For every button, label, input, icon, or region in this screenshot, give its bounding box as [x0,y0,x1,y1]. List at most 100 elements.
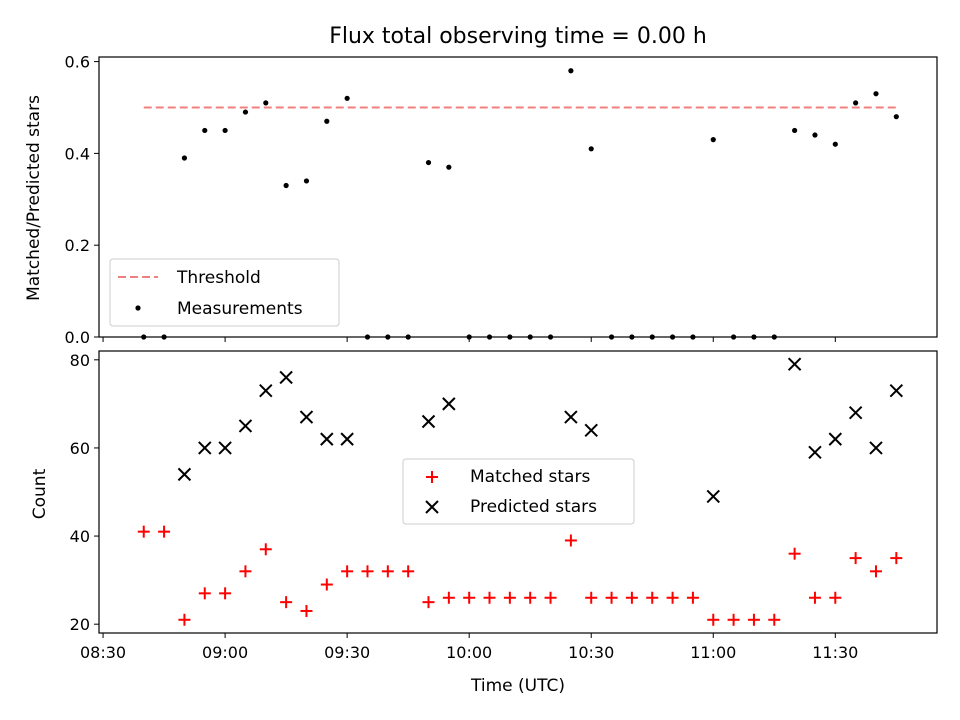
predicted-star-point [320,432,334,446]
bottom-panel: Count Time (UTC) 20 40 60 80 08:30 09:00 09:30… [30,350,938,696]
matched-star-point [727,613,740,626]
x-tick-label: 09:30 [324,643,370,662]
x-tick-label: 10:30 [568,643,614,662]
predicted-star-point-b [828,432,843,446]
x-tick-label: 08:30 [80,643,126,662]
matched-star-point [422,596,435,609]
legend-matched-label: Matched stars [470,467,590,487]
predicted-star-point [177,467,192,482]
predicted-star-point [218,441,232,455]
measurement-point [303,178,310,184]
predicted-star-point-b [259,383,273,398]
top-legend: Threshold Measurements [109,258,340,327]
matched-star-point [788,547,801,560]
measurement-point [324,118,330,124]
matched-star-point [178,613,191,626]
legend-measurements-swatch [135,305,141,311]
x-tick-label: 11:30 [812,643,858,662]
predicted-star-point-b [421,414,436,429]
predicted-star-point-b [889,383,904,398]
matched-star-point [198,587,211,600]
predicted-star-point-b [564,410,578,424]
x-axis-label: Time (UTC) [470,676,565,696]
predicted-star-point [238,419,253,433]
predicted-star-point [564,410,578,424]
measurement-point [588,146,594,152]
measurement-point [425,159,432,166]
predicted-star-point-b [848,405,863,420]
matched-star-point [564,534,577,547]
matched-star-point [381,565,394,578]
top-plot-area: 0.0 0.2 0.4 0.6 Threshold Measurements [65,53,899,347]
chart-title: Flux total observing time = 0.00 h [329,24,707,49]
matched-star-point [300,604,313,617]
matched-star-point [341,565,354,578]
matched-star-point [239,565,252,578]
bottom-y-tick-label: 40 [70,527,90,546]
predicted-star-point [421,414,436,429]
predicted-star-point [889,383,904,398]
bottom-legend-box [402,458,635,525]
top-y-tick-label: 0.4 [65,144,90,163]
top-y-tick-label: 0.2 [65,236,90,255]
predicted-star-point [340,432,354,446]
x-tick-label: 10:00 [446,643,492,662]
legend-measurements-label: Measurements [177,299,303,319]
predicted-star-point-b [299,410,314,424]
predicted-star-point [442,397,456,411]
measurement-point [568,68,574,74]
bottom-y-tick-label: 20 [70,615,90,634]
matched-star-point [442,591,455,604]
matched-star-point [707,613,720,626]
matched-star-point [768,613,781,626]
measurement-point [283,182,289,189]
bottom-y-axis-label: Count [30,468,50,519]
predicted-star-point-b [584,423,598,438]
matched-star-point [320,578,333,591]
measurement-point [893,114,899,120]
predicted-star-point [299,410,314,424]
predicted-star-point-b [177,467,192,482]
matched-star-point [605,591,618,604]
predicted-star-point-b [706,489,720,504]
bottom-legend: Matched stars Predicted stars [402,458,635,525]
matched-star-point [646,591,659,604]
matched-star-point [503,591,516,604]
predicted-star-point-b [340,432,354,446]
predicted-star-point-b [787,357,802,371]
predicted-star-point-b [808,445,822,460]
top-legend-box [109,258,340,327]
predicted-star-point-b [238,419,253,433]
matched-star-point [463,591,476,604]
measurement-point [181,155,188,161]
matched-star-point [849,552,862,565]
measurement-point [344,95,350,101]
measurement-point [792,127,798,134]
matched-star-point [524,591,537,604]
bottom-axes-frame [98,350,938,634]
predicted-star-point [848,405,863,420]
matched-star-point [219,587,232,600]
measurement-point [446,164,452,170]
predicted-star-point-b [198,441,212,455]
matched-star-point [625,591,638,604]
predicted-star-point [706,489,720,504]
top-y-tick-label: 0.6 [65,53,90,72]
measurement-point [873,91,879,97]
matched-star-point [890,552,903,565]
measurement-point [853,100,859,106]
bottom-plot-area: 20 40 60 80 08:30 09:00 09:30 10:00 10:30 11:00 11… [70,351,904,662]
legend-predicted-swatch [425,500,439,514]
x-tick-label: 11:00 [690,643,736,662]
legend-predicted-swatch-b [425,500,439,514]
predicted-star-point [584,423,598,438]
predicted-star-point-b [869,441,883,455]
matched-star-point [808,591,821,604]
measurement-point [812,132,818,138]
top-y-tick-label: 0.0 [65,328,90,347]
matched-star-point [483,591,496,604]
matched-star-point [686,591,699,604]
matched-star-point [158,525,171,538]
matched-star-point [869,565,882,578]
